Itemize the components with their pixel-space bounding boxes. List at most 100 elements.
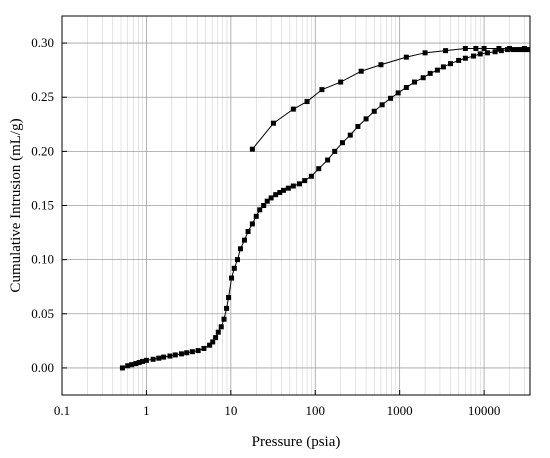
data-point [308, 173, 314, 179]
data-point [229, 275, 235, 281]
data-point [125, 363, 131, 369]
data-point [347, 132, 353, 138]
data-point [184, 350, 190, 356]
data-point [440, 64, 446, 70]
data-point [249, 146, 255, 152]
data-point [195, 348, 201, 354]
data-point [462, 55, 468, 61]
data-point [241, 237, 247, 243]
data-point [290, 106, 296, 112]
data-point [161, 354, 167, 360]
data-point [218, 324, 224, 330]
data-point [119, 365, 125, 371]
data-point [481, 45, 487, 51]
data-point [140, 358, 146, 364]
data-point [521, 45, 527, 51]
data-point [403, 54, 409, 60]
data-point [277, 190, 283, 196]
data-point [420, 75, 426, 81]
data-point [167, 353, 173, 359]
data-point [403, 84, 409, 90]
data-point [378, 62, 384, 68]
data-point [471, 53, 477, 59]
series-intrusion-curve [119, 45, 531, 371]
data-point [143, 357, 149, 363]
data-point [215, 329, 221, 335]
data-point [304, 99, 310, 105]
data-point [506, 45, 512, 51]
data-point [285, 185, 291, 191]
data-point [290, 183, 296, 189]
data-point [325, 157, 331, 163]
data-point [189, 349, 195, 355]
data-point [178, 351, 184, 357]
data-point [525, 47, 531, 53]
data-point [319, 87, 325, 93]
data-point [363, 116, 369, 122]
data-point [395, 90, 401, 96]
data-point [379, 102, 385, 108]
data-point [462, 45, 468, 51]
data-point [473, 45, 479, 51]
data-point [156, 355, 162, 361]
data-point [245, 228, 251, 234]
y-tick-label: 0.00 [31, 360, 54, 375]
x-tick-label: 10000 [468, 403, 501, 418]
data-point [339, 140, 345, 146]
data-point [261, 203, 267, 208]
y-tick-label: 0.10 [31, 252, 54, 267]
data-point [338, 79, 344, 85]
data-point [172, 352, 178, 358]
x-tick-label: 100 [305, 403, 325, 418]
data-point [302, 178, 308, 184]
data-point [221, 316, 227, 322]
data-point [355, 123, 361, 129]
data-point [213, 335, 219, 341]
data-point [224, 305, 230, 311]
data-point [427, 70, 433, 76]
data-point [237, 246, 243, 252]
y-axis-ticks: 0.00 0.05 0.10 0.15 0.20 0.25 0.30 [31, 35, 67, 375]
y-tick-label: 0.05 [31, 306, 54, 321]
data-point [133, 361, 139, 367]
y-tick-label: 0.15 [31, 198, 54, 213]
data-point [515, 47, 521, 53]
data-point [150, 356, 156, 362]
data-point [249, 221, 255, 227]
data-point [412, 79, 418, 85]
data-point [358, 68, 364, 74]
data-point [496, 45, 502, 51]
data-point [388, 95, 394, 101]
data-point [129, 362, 135, 368]
data-point [280, 187, 286, 193]
x-tick-label: 10 [224, 403, 237, 418]
x-tick-label: 0.1 [54, 403, 70, 418]
data-point [210, 339, 216, 345]
data-point [270, 120, 276, 126]
data-point [253, 213, 259, 219]
y-tick-label: 0.30 [31, 35, 54, 50]
data-point [207, 342, 213, 348]
y-axis-label: Cumulative Intrusion (mL/g) [8, 118, 24, 292]
data-point [485, 50, 491, 56]
data-point [231, 265, 237, 271]
data-point [371, 108, 377, 114]
data-point [264, 198, 270, 204]
data-point [296, 181, 302, 187]
y-tick-label: 0.25 [31, 89, 54, 104]
x-tick-label: 1 [143, 403, 150, 418]
data-point [422, 50, 428, 56]
grid-lines [61, 16, 530, 395]
data-point [456, 57, 462, 63]
data-point [519, 47, 525, 53]
data-point [273, 192, 279, 198]
x-tick-label: 1000 [387, 403, 413, 418]
data-point [477, 51, 483, 57]
data-point [268, 195, 274, 201]
data-point [492, 49, 498, 55]
x-axis-label: Pressure (psia) [252, 434, 341, 450]
data-point [257, 207, 263, 213]
data-point [201, 345, 207, 351]
y-tick-label: 0.20 [31, 143, 54, 158]
